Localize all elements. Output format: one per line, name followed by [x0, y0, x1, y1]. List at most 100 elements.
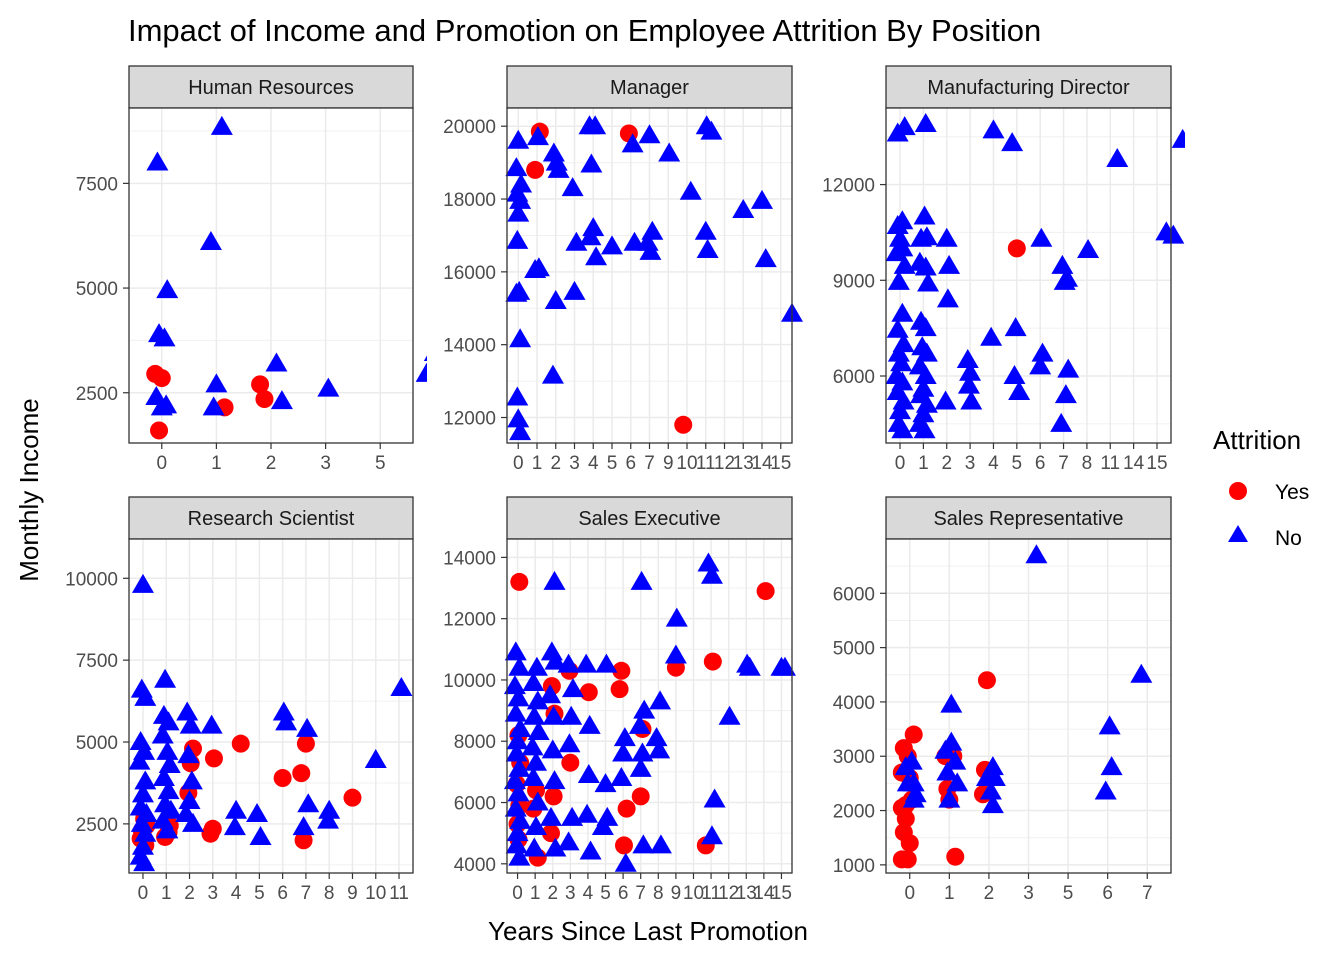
x-tick-label: 3 [1023, 883, 1034, 904]
x-tick-label: 3 [965, 453, 976, 474]
point-attrition-no [364, 749, 387, 769]
point-attrition-yes [977, 671, 996, 690]
x-tick-label: 11 [701, 883, 721, 904]
point-attrition-no [526, 690, 549, 710]
y-tick-label: 4000 [454, 855, 496, 876]
x-tick-label: 12 [714, 453, 735, 474]
point-attrition-yes [904, 725, 923, 744]
point-attrition-no [509, 328, 532, 348]
x-tick-label: 1 [532, 453, 543, 474]
point-attrition-no [621, 133, 644, 153]
x-tick-label: 5 [1012, 453, 1023, 474]
point-attrition-no [649, 690, 672, 710]
panel-border [128, 107, 414, 444]
panel-border [128, 538, 414, 874]
point-attrition-no [1050, 412, 1073, 432]
x-tick-label: 10 [683, 883, 704, 904]
x-tick-label: 4 [988, 453, 999, 474]
panel-strip-label: Research Scientist [188, 508, 355, 530]
y-tick-label: 8000 [454, 732, 496, 753]
x-tick-label: 15 [1146, 453, 1167, 474]
point-attrition-no [1054, 384, 1077, 404]
point-attrition-no [1057, 358, 1080, 378]
point-attrition-no [547, 158, 570, 178]
point-attrition-no [155, 394, 178, 414]
point-attrition-no [914, 317, 937, 337]
x-tick-label: 7 [1058, 453, 1069, 474]
y-tick-label: 14000 [443, 336, 496, 357]
x-tick-label: 4 [588, 453, 599, 474]
point-attrition-no [575, 653, 598, 673]
x-tick-label: 12 [718, 883, 739, 904]
x-tick-label: 1 [918, 453, 929, 474]
panel-border [885, 538, 1172, 874]
point-attrition-no [423, 355, 427, 361]
point-attrition-no [645, 727, 668, 747]
x-tick-label: 10 [365, 883, 386, 904]
x-tick-label: 4 [583, 883, 594, 904]
point-attrition-no [521, 736, 544, 756]
point-attrition-no [591, 816, 614, 836]
panel-strip-label: Sales Executive [578, 508, 720, 530]
point-attrition-no [504, 641, 527, 661]
y-tick-label: 18000 [443, 190, 496, 211]
x-tick-label: 0 [138, 883, 149, 904]
point-attrition-no [601, 235, 623, 255]
point-attrition-no [134, 686, 157, 706]
point-attrition-no [317, 809, 340, 829]
x-tick-label: 9 [671, 883, 682, 904]
point-attrition-no [1094, 780, 1117, 800]
point-attrition-no [610, 767, 633, 787]
x-tick-label: 0 [156, 453, 167, 474]
point-attrition-no [296, 717, 319, 737]
point-attrition-no [891, 302, 914, 322]
point-attrition-no [210, 115, 233, 135]
points-layer [128, 573, 413, 872]
points-layer [503, 552, 796, 872]
y-tick-label: 1000 [833, 856, 875, 877]
point-attrition-no [889, 400, 912, 420]
point-attrition-no [509, 717, 532, 737]
point-attrition-no [159, 799, 182, 819]
point-attrition-no [539, 684, 562, 704]
y-tick-label: 2500 [76, 815, 118, 836]
point-attrition-yes [251, 375, 270, 394]
y-tick-label: 5000 [76, 733, 118, 754]
point-attrition-yes [946, 847, 965, 866]
point-attrition-no [1003, 365, 1026, 384]
point-attrition-yes [255, 390, 274, 409]
point-attrition-yes [617, 799, 636, 818]
point-attrition-no [957, 374, 980, 394]
x-tick-label: 9 [347, 883, 358, 904]
point-attrition-no [628, 714, 651, 734]
y-tick-label: 6000 [454, 794, 496, 815]
point-attrition-no [1001, 132, 1024, 152]
point-attrition-no [506, 229, 529, 249]
point-attrition-no [638, 124, 661, 144]
point-attrition-no [523, 837, 546, 857]
panel-strip [506, 496, 793, 540]
point-attrition-yes [231, 734, 250, 753]
point-attrition-no [544, 837, 567, 857]
point-attrition-no [579, 840, 602, 860]
x-tick-label: 13 [736, 883, 757, 904]
point-attrition-no [504, 702, 527, 722]
point-attrition-yes [631, 787, 650, 806]
x-axis-title: Years Since Last Promotion [488, 916, 808, 946]
point-attrition-no [980, 326, 1003, 346]
point-attrition-no [580, 153, 603, 173]
point-attrition-no [527, 257, 550, 277]
point-attrition-no [732, 198, 755, 218]
point-attrition-no [629, 757, 652, 777]
x-tick-label: 6 [625, 453, 636, 474]
point-attrition-no [507, 687, 530, 707]
point-attrition-no [200, 714, 223, 734]
point-attrition-no [133, 852, 156, 872]
x-tick-label: 7 [1142, 883, 1153, 904]
point-attrition-no [507, 129, 530, 149]
point-attrition-no [694, 220, 717, 240]
x-tick-label: 1 [530, 883, 541, 904]
x-tick-label: 3 [569, 453, 580, 474]
